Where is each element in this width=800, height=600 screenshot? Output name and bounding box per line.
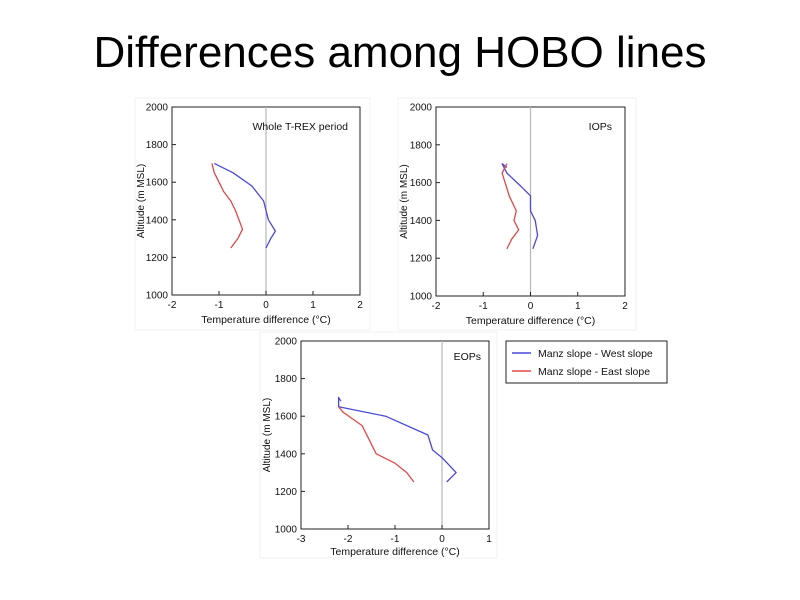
series-line-east: [501, 163, 520, 250]
panel-background: [397, 97, 637, 331]
legend-label: Manz slope - East slope: [538, 366, 650, 378]
y-tick-label: 1600: [146, 178, 169, 189]
chart-panel-3: -3 -2 -1 0 1 1000 1200 1400 1600 1800 2000 Temperat…: [259, 331, 498, 559]
chart-title: Whole T-REX period: [252, 121, 348, 133]
x-tick-label: 1: [575, 301, 581, 312]
panel-background: [259, 331, 498, 559]
x-tick-label: 0: [439, 534, 445, 545]
y-tick-label: 1400: [275, 449, 298, 460]
y-tick-label: 1800: [146, 140, 169, 151]
x-tick-label: -2: [168, 300, 177, 311]
series-line-west: [337, 396, 457, 483]
x-tick-label: -3: [297, 534, 306, 545]
y-axis-label: Altitude (m MSL): [136, 164, 147, 238]
series-line-west: [501, 163, 539, 250]
y-tick-label: 1400: [146, 215, 169, 226]
x-axis-label: Temperature difference (°C): [201, 314, 330, 326]
y-tick-label: 1800: [410, 140, 433, 151]
x-tick-label: 0: [263, 300, 269, 311]
y-tick-label: 2000: [410, 103, 433, 114]
x-tick-label: 2: [357, 300, 363, 311]
y-tick-label: 1200: [146, 253, 169, 264]
x-axis-label: Temperature difference (°C): [466, 315, 595, 327]
y-tick-label: 1600: [275, 412, 298, 423]
x-tick-label: -2: [344, 534, 353, 545]
x-tick-label: -2: [432, 301, 441, 312]
y-axis-label: Altitude (m MSL): [262, 398, 273, 472]
y-axis-label: Altitude (m MSL): [399, 164, 410, 238]
y-tick-label: 2000: [146, 103, 169, 114]
x-tick-label: 1: [310, 300, 316, 311]
x-tick-label: -1: [391, 534, 400, 545]
legend-frame: [505, 340, 668, 384]
panel-background: [134, 97, 371, 331]
y-tick-label: 1800: [275, 374, 298, 385]
legend-label: Manz slope - West slope: [538, 348, 653, 360]
chart-panel-2: -2 -1 0 1 2 1000 1200 1400 1600 1800 2000 Temperatu…: [397, 97, 637, 331]
x-tick-label: 2: [622, 301, 628, 312]
chart-title: IOPs: [589, 121, 612, 133]
y-tick-label: 1000: [410, 292, 433, 303]
series-line-east: [338, 406, 415, 483]
chart-panel-1: -2 -1 0 1 2 1000 1200 1400 1600 1800 2000 Temperatu…: [134, 97, 371, 331]
x-tick-label: 1: [486, 534, 492, 545]
y-tick-label: 1600: [410, 178, 433, 189]
y-tick-label: 2000: [275, 337, 298, 348]
x-tick-label: -1: [479, 301, 488, 312]
series-line-east: [211, 163, 244, 249]
slide-title: Differences among HOBO lines: [93, 28, 707, 77]
chart-legend: Manz slope - West slope Manz slope - East…: [505, 340, 668, 384]
y-tick-label: 1000: [146, 291, 169, 302]
x-tick-label: -1: [215, 300, 224, 311]
x-axis-label: Temperature difference (°C): [330, 546, 459, 558]
y-tick-label: 1200: [410, 254, 433, 265]
y-tick-label: 1000: [275, 525, 298, 536]
y-tick-label: 1400: [410, 216, 433, 227]
chart-title: EOPs: [454, 351, 481, 363]
y-tick-label: 1200: [275, 487, 298, 498]
series-line-west: [214, 162, 277, 249]
x-tick-label: 0: [528, 301, 534, 312]
